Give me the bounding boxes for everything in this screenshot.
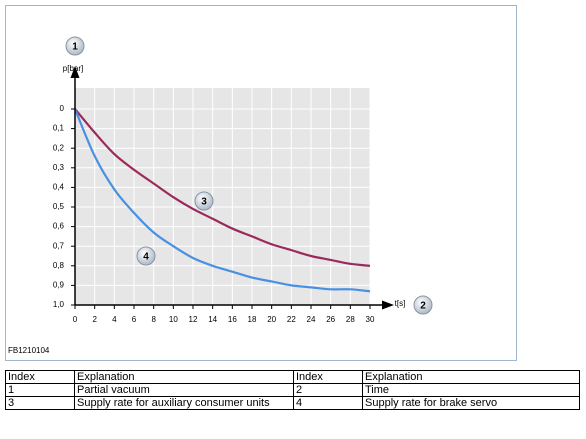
- y-tick-label: 0,1: [53, 124, 65, 133]
- x-tick-label: 22: [287, 315, 296, 324]
- y-tick-label: 0: [60, 104, 65, 113]
- cell: 1: [5, 383, 75, 397]
- callout: [413, 295, 433, 315]
- callout-label: 4: [143, 252, 149, 263]
- x-tick-label: 28: [346, 315, 355, 324]
- x-tick-label: 14: [208, 315, 217, 324]
- x-tick-label: 24: [307, 315, 316, 324]
- y-tick-label: 0,3: [53, 163, 65, 172]
- y-tick-label: 1,0: [53, 300, 65, 309]
- y-tick-label: 0,8: [53, 261, 65, 270]
- header-cell: Index: [5, 370, 75, 384]
- y-tick-label: 0,7: [53, 241, 65, 250]
- callout: [136, 246, 156, 266]
- cell: 4: [293, 396, 363, 410]
- callout-label: 1: [72, 42, 78, 53]
- legend-table: Index Explanation Index Explanation 1 Pa…: [5, 370, 580, 410]
- x-tick-label: 10: [169, 315, 178, 324]
- x-tick-label: 6: [132, 315, 137, 324]
- x-tick-label: 0: [73, 315, 78, 324]
- x-tick-label: 12: [189, 315, 198, 324]
- cell: Supply rate for auxiliary consumer units: [74, 396, 294, 410]
- table-row: 3 Supply rate for auxiliary consumer uni…: [5, 396, 580, 410]
- x-tick-label: 20: [267, 315, 276, 324]
- y-axis-label: p[bar]: [63, 64, 83, 73]
- y-tick-label: 0,4: [53, 183, 65, 192]
- callout: [65, 36, 85, 56]
- callout-label: 3: [201, 197, 207, 208]
- y-tick-label: 0,9: [53, 281, 65, 290]
- cell: Time: [362, 383, 580, 397]
- y-tick-label: 0,2: [53, 143, 65, 152]
- x-tick-label: 2: [92, 315, 97, 324]
- table-header: Index Explanation Index Explanation: [5, 370, 580, 384]
- x-tick-label: 18: [248, 315, 257, 324]
- callout: [194, 191, 214, 211]
- header-cell: Index: [293, 370, 363, 384]
- cell: 2: [293, 383, 363, 397]
- figure-frame: [5, 5, 517, 361]
- x-tick-label: 4: [112, 315, 117, 324]
- y-tick-label: 0,5: [53, 202, 65, 211]
- x-tick-label: 8: [151, 315, 156, 324]
- cell: Supply rate for brake servo: [362, 396, 580, 410]
- figure-code: FB1210104: [8, 346, 50, 355]
- cell: 3: [5, 396, 75, 410]
- x-tick-label: 30: [366, 315, 375, 324]
- x-tick-label: 26: [326, 315, 335, 324]
- header-cell: Explanation: [74, 370, 294, 384]
- table-row: 1 Partial vacuum 2 Time: [5, 383, 580, 397]
- curve: [74, 108, 371, 267]
- chart: p[bar] t[s] 1 2 FB1210104 0 2 4 6 8 10 12 14 16 1…: [8, 36, 433, 355]
- y-tick-label: 0,6: [53, 222, 65, 231]
- curve: [73, 108, 371, 293]
- cell: Partial vacuum: [74, 383, 294, 397]
- header-cell: Explanation: [362, 370, 580, 384]
- callout-label: 2: [420, 301, 426, 312]
- x-tick-label: 16: [228, 315, 237, 324]
- x-axis-label: t[s]: [395, 299, 406, 308]
